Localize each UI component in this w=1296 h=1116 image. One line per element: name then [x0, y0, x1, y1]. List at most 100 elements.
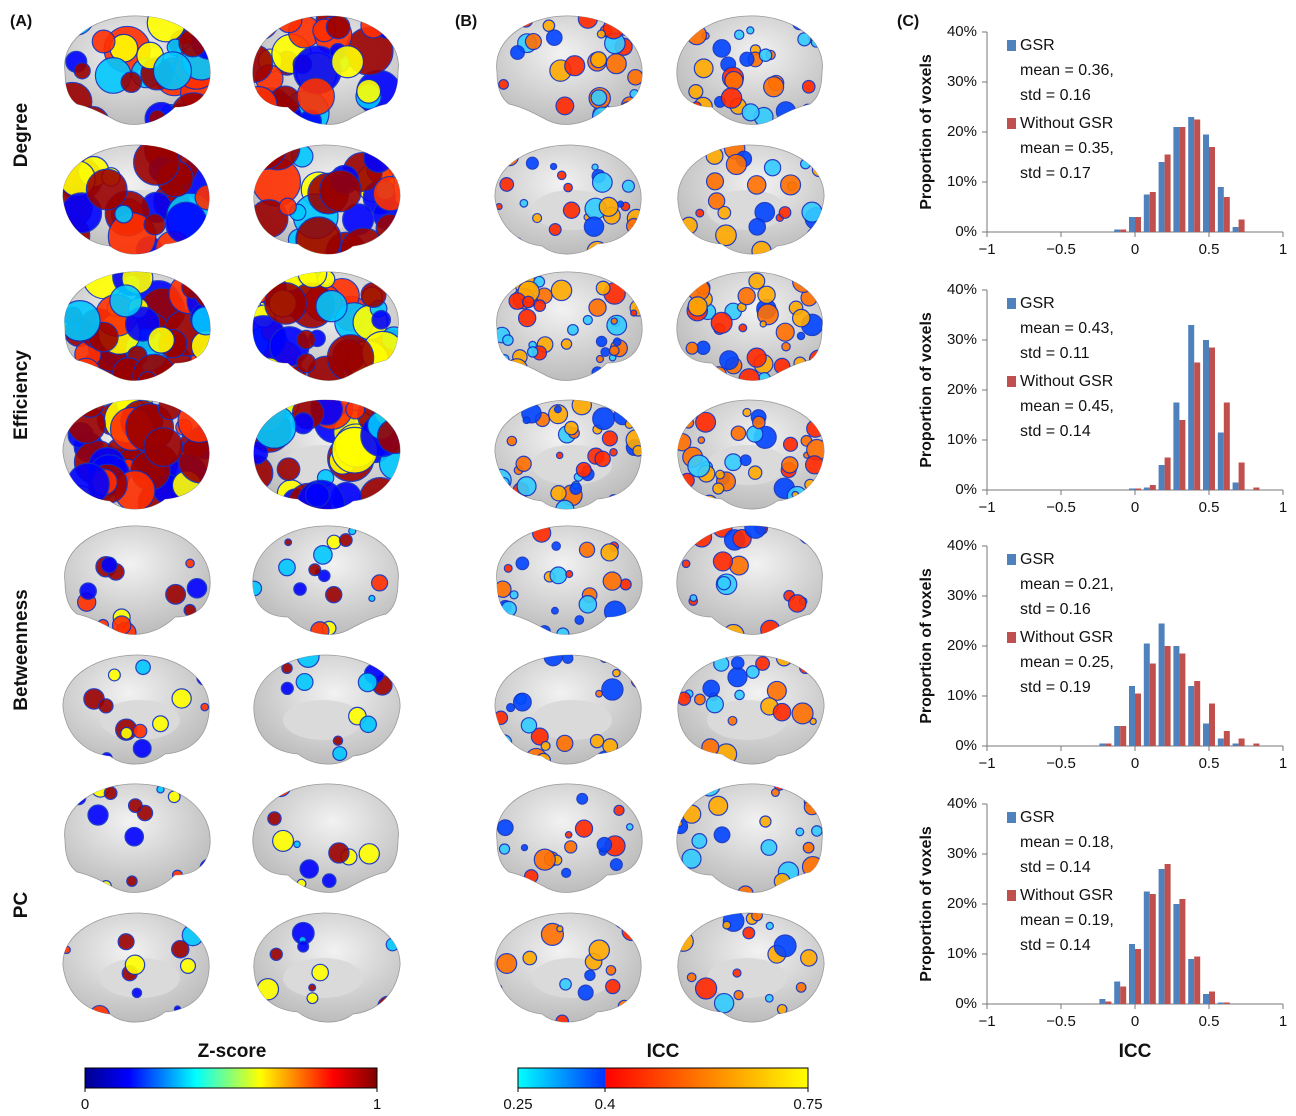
- y-tick-label: 20%: [947, 123, 977, 140]
- y-tick-label: 30%: [947, 73, 977, 90]
- bar: [1135, 217, 1141, 232]
- legend-swatch: [1007, 40, 1016, 51]
- y-tick-label: 40%: [947, 281, 977, 298]
- blob: [791, 702, 814, 725]
- y-tick-label: 0%: [955, 995, 977, 1012]
- blob: [691, 833, 708, 849]
- bar: [1135, 693, 1141, 746]
- bar: [1203, 134, 1209, 232]
- blob: [500, 17, 510, 27]
- blob: [630, 783, 643, 796]
- corpus: [283, 700, 363, 740]
- blob: [602, 738, 619, 755]
- blob: [685, 341, 699, 355]
- brain: [494, 912, 642, 1023]
- blob: [712, 482, 725, 495]
- blob: [631, 1008, 642, 1023]
- blob: [64, 621, 72, 633]
- blob: [810, 525, 823, 539]
- bar: [1173, 646, 1180, 746]
- blob: [759, 320, 767, 328]
- blob: [505, 152, 513, 160]
- blob: [591, 163, 599, 171]
- blob: [252, 44, 274, 83]
- blob: [621, 96, 639, 114]
- blob: [494, 710, 509, 726]
- brain: [494, 399, 642, 510]
- blob: [559, 977, 572, 991]
- blob: [611, 497, 622, 508]
- brain-maps: [62, 15, 825, 1023]
- panel-label: (C): [897, 13, 919, 30]
- bar: [1120, 229, 1127, 232]
- blob: [592, 407, 615, 431]
- legend-label: Without GSR: [1020, 887, 1113, 904]
- blob: [805, 486, 825, 505]
- blob: [595, 354, 605, 364]
- blob: [517, 308, 537, 328]
- blob: [64, 81, 93, 122]
- blob: [163, 363, 201, 381]
- brain: [676, 525, 823, 635]
- blob: [622, 783, 642, 800]
- y-axis-label: Proportion of voxels: [918, 826, 935, 982]
- blob: [751, 240, 772, 255]
- blob: [733, 989, 744, 1001]
- blob: [600, 347, 611, 357]
- legend-stat: mean = 0.18,: [1020, 834, 1114, 851]
- brain: [62, 144, 210, 255]
- blob: [610, 317, 618, 325]
- blob: [680, 358, 689, 367]
- y-axis-label: Proportion of voxels: [918, 568, 935, 724]
- bar: [1223, 731, 1230, 746]
- blob: [682, 497, 695, 510]
- cortex: [252, 783, 399, 893]
- bar: [1149, 663, 1156, 746]
- colorbar-tick-label: 0.75: [793, 1096, 822, 1113]
- bar: [1120, 726, 1127, 746]
- blob: [297, 940, 310, 953]
- blob: [516, 476, 537, 497]
- blob: [200, 702, 210, 712]
- bar: [1203, 994, 1209, 1004]
- blob: [739, 51, 755, 67]
- blob: [126, 875, 138, 887]
- blob: [773, 872, 791, 890]
- blob: [66, 462, 110, 506]
- blob: [332, 746, 348, 762]
- activation: [62, 144, 210, 255]
- blob: [582, 314, 593, 326]
- blob: [689, 144, 701, 157]
- blob: [183, 603, 197, 617]
- blob: [734, 689, 745, 701]
- blob: [694, 977, 718, 1000]
- x-tick-label: −1: [978, 241, 995, 258]
- blob: [727, 715, 738, 726]
- row-label: Degree: [11, 103, 32, 167]
- blob: [372, 175, 401, 212]
- blob: [724, 453, 743, 472]
- blob: [550, 485, 567, 502]
- legend-stat: mean = 0.43,: [1020, 320, 1114, 337]
- blob: [621, 921, 642, 942]
- blob: [133, 144, 181, 186]
- blob: [601, 430, 618, 447]
- blob: [715, 469, 725, 480]
- blob: [695, 411, 717, 433]
- y-axis-label: Proportion of voxels: [918, 312, 935, 468]
- activation: [252, 526, 389, 635]
- blob: [178, 28, 208, 58]
- blob: [630, 309, 638, 317]
- blob: [747, 465, 763, 480]
- bar: [1129, 944, 1135, 1004]
- brain: [252, 525, 399, 635]
- blob: [707, 192, 726, 210]
- blob: [605, 964, 617, 976]
- blob: [630, 672, 642, 689]
- blob: [571, 399, 593, 416]
- blob: [615, 1010, 632, 1023]
- legend-stat: mean = 0.35,: [1020, 140, 1114, 157]
- blob: [775, 101, 796, 122]
- blob: [97, 618, 110, 631]
- blob: [760, 619, 781, 635]
